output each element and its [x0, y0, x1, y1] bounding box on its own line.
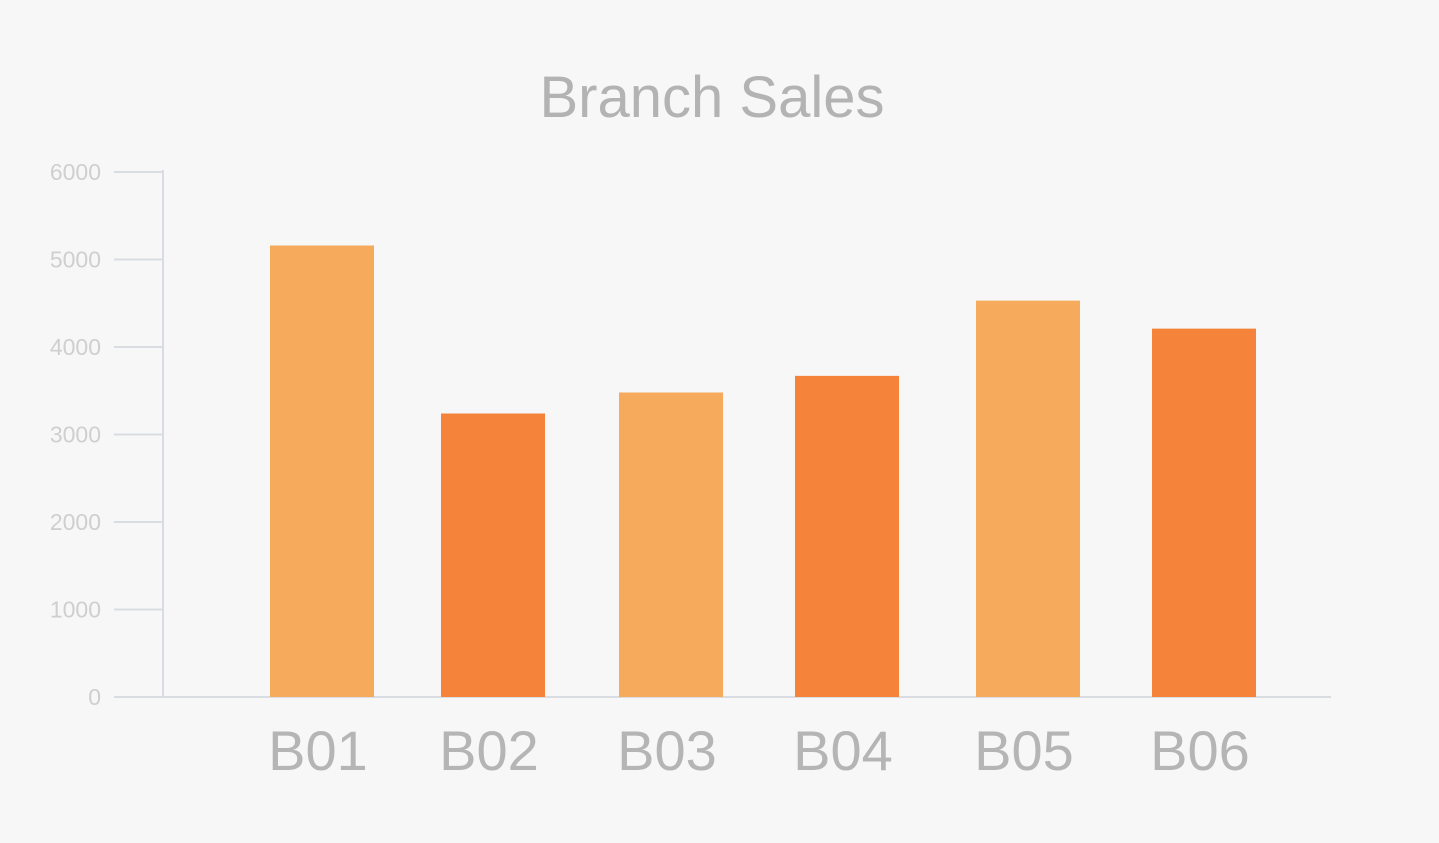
x-tick-label: B01: [268, 719, 368, 782]
chart-title: Branch Sales: [540, 65, 885, 130]
y-tick-label: 5000: [50, 247, 101, 273]
y-tick-label: 2000: [50, 509, 101, 535]
y-tick-label: 3000: [50, 422, 101, 448]
bar-series: [270, 246, 1256, 698]
y-axis-ticks: 0 1000 2000 3000 4000 5000 6000: [50, 159, 163, 710]
bar-b04[interactable]: [795, 376, 899, 697]
x-tick-label: B04: [793, 719, 893, 782]
y-tick-label: 0: [88, 684, 101, 710]
bar-b03[interactable]: [619, 393, 723, 698]
x-tick-label: B05: [974, 719, 1074, 782]
x-axis-labels: B01 B02 B03 B04 B05 B06: [268, 719, 1250, 782]
y-tick-label: 4000: [50, 334, 101, 360]
x-tick-label: B02: [439, 719, 539, 782]
x-tick-label: B06: [1150, 719, 1250, 782]
x-tick-label: B03: [617, 719, 717, 782]
y-tick-label: 6000: [50, 159, 101, 185]
bar-b05[interactable]: [976, 301, 1080, 697]
y-tick-label: 1000: [50, 597, 101, 623]
bar-b06[interactable]: [1152, 329, 1256, 697]
bar-b02[interactable]: [441, 414, 545, 698]
bar-b01[interactable]: [270, 246, 374, 698]
